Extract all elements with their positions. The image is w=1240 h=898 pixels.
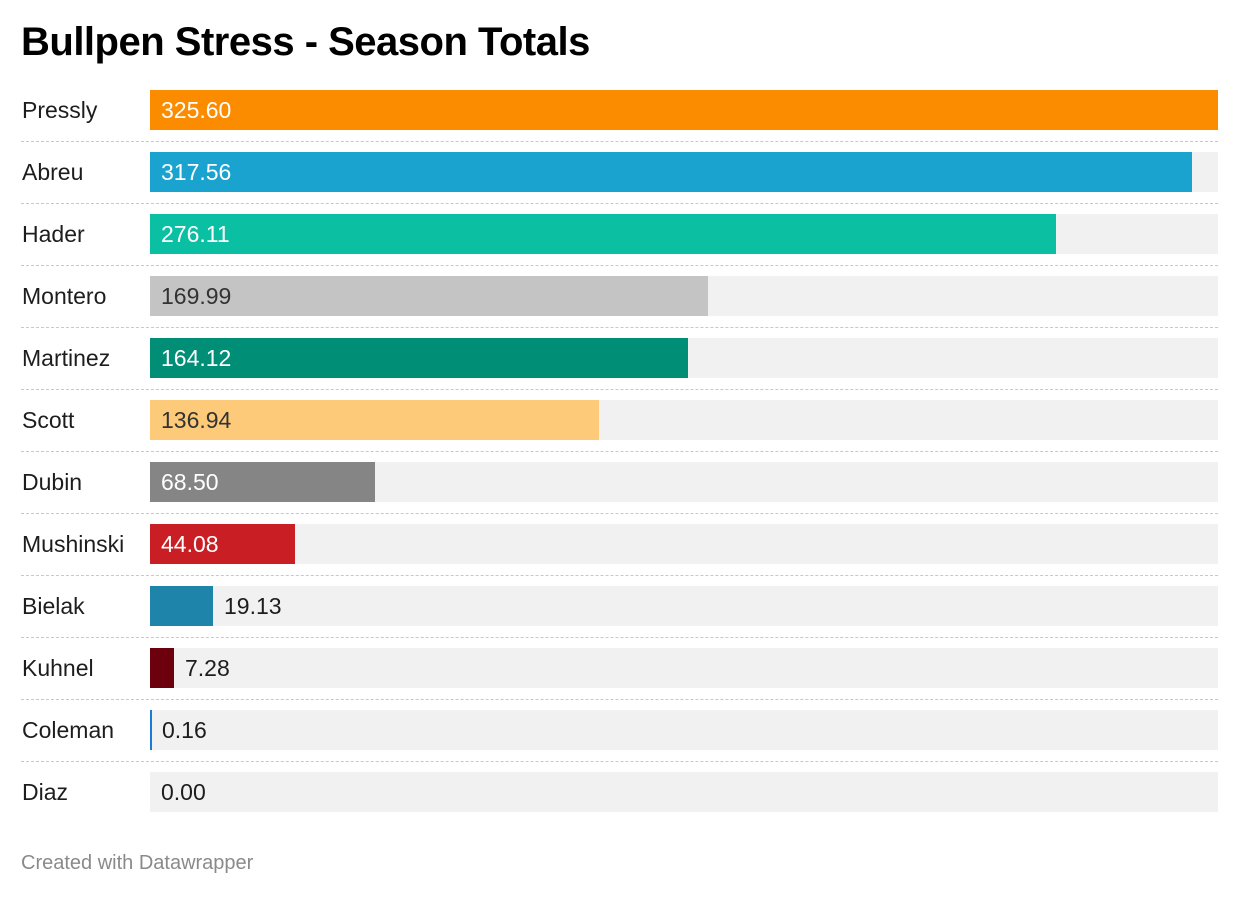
row-divider xyxy=(21,141,1218,142)
bar-track: 44.08 xyxy=(150,524,1218,564)
bar-track: 19.13 xyxy=(150,586,1218,626)
bar-row: Hader 276.11 xyxy=(0,203,1240,266)
bar-category-label: Scott xyxy=(22,407,75,433)
bar-value-label: 7.28 xyxy=(185,655,230,681)
bar-row: Bielak 19.13 xyxy=(0,575,1240,638)
bar-track: 325.60 xyxy=(150,90,1218,130)
bar-track: 276.11 xyxy=(150,214,1218,254)
bar-row: Abreu 317.56 xyxy=(0,141,1240,204)
bar-track: 7.28 xyxy=(150,648,1218,688)
bar-value-label: 276.11 xyxy=(161,221,230,247)
row-divider xyxy=(21,637,1218,638)
bar-category-label: Bielak xyxy=(22,593,85,619)
bar-row: Pressly 325.60 xyxy=(0,79,1240,142)
bar xyxy=(150,524,295,564)
row-divider xyxy=(21,513,1218,514)
bar-row: Scott 136.94 xyxy=(0,389,1240,452)
row-divider xyxy=(21,327,1218,328)
bar xyxy=(150,462,375,502)
bar-track: 0.00 xyxy=(150,772,1218,812)
bar-row: Kuhnel 7.28 xyxy=(0,637,1240,700)
bar-row: Diaz 0.00 xyxy=(0,761,1240,823)
bar-row: Dubin 68.50 xyxy=(0,451,1240,514)
bar-value-label: 164.12 xyxy=(161,345,232,371)
bar-category-label: Diaz xyxy=(22,779,69,805)
bar-track: 317.56 xyxy=(150,152,1218,192)
footer-credit: Created with Datawrapper xyxy=(21,852,254,874)
row-divider xyxy=(21,389,1218,390)
bar xyxy=(150,90,1218,130)
bar xyxy=(150,338,688,378)
bar xyxy=(150,276,708,316)
bar-value-label: 0.16 xyxy=(162,717,207,743)
row-divider xyxy=(21,203,1218,204)
bar-category-label: Martinez xyxy=(22,345,111,371)
row-divider xyxy=(21,761,1218,762)
row-divider xyxy=(21,699,1218,700)
bar xyxy=(150,648,174,688)
bar-value-label: 68.50 xyxy=(161,469,219,495)
bar-category-label: Montero xyxy=(22,283,107,309)
bar-track: 0.16 xyxy=(150,710,1218,750)
row-divider xyxy=(21,265,1218,266)
bar-value-label: 317.56 xyxy=(161,159,232,185)
bar-row: Mushinski 44.08 xyxy=(0,513,1240,576)
bar xyxy=(150,400,599,440)
bar-track: 68.50 xyxy=(150,462,1218,502)
bar-value-label: 169.99 xyxy=(161,283,232,309)
bar xyxy=(150,586,213,626)
bar-category-label: Coleman xyxy=(22,717,115,743)
chart-title: Bullpen Stress - Season Totals xyxy=(21,20,590,64)
bar xyxy=(150,710,152,750)
bar-value-label: 325.60 xyxy=(161,97,232,123)
bar-value-label: 0.00 xyxy=(161,779,206,805)
row-divider xyxy=(21,575,1218,576)
bar-row: Coleman 0.16 xyxy=(0,699,1240,762)
bar-category-label: Kuhnel xyxy=(22,655,94,681)
bar-row: Martinez 164.12 xyxy=(0,327,1240,390)
bar-category-label: Abreu xyxy=(22,159,84,185)
bar-category-label: Hader xyxy=(22,221,85,247)
row-divider xyxy=(21,451,1218,452)
bar-category-label: Pressly xyxy=(22,97,98,123)
bar xyxy=(150,152,1192,192)
bar-category-label: Mushinski xyxy=(22,531,125,557)
bar-track: 164.12 xyxy=(150,338,1218,378)
bar-value-label: 44.08 xyxy=(161,531,219,557)
bar-track: 169.99 xyxy=(150,276,1218,316)
bar-value-label: 136.94 xyxy=(161,407,232,433)
bar-row: Montero 169.99 xyxy=(0,265,1240,328)
bar-track: 136.94 xyxy=(150,400,1218,440)
bar-value-label: 19.13 xyxy=(224,593,282,619)
bar-category-label: Dubin xyxy=(22,469,83,495)
bar xyxy=(150,214,1056,254)
